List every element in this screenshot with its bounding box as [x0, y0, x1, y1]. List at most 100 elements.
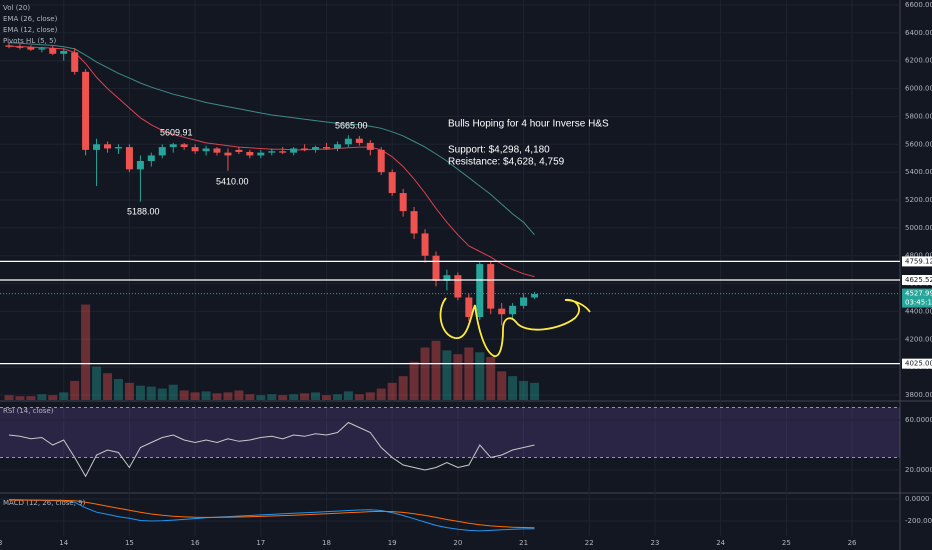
- volume-bar: [453, 354, 463, 400]
- volume-bar: [168, 384, 178, 400]
- volume-bar: [486, 357, 496, 400]
- y-tick-label: 5800.00: [905, 112, 932, 120]
- volume-bar: [442, 350, 452, 400]
- x-tick-label: 17: [256, 539, 265, 547]
- candle-body: [520, 297, 528, 306]
- volume-bar: [267, 394, 277, 400]
- series-line: [8, 421, 535, 478]
- series-line: [8, 499, 535, 532]
- x-tick-label: 21: [519, 539, 528, 547]
- candle-body: [476, 264, 484, 317]
- candle-body: [410, 211, 418, 234]
- candle-body: [355, 138, 363, 143]
- y-tick-label: 6400.00: [905, 29, 932, 37]
- y-tick-label: 4800.00: [905, 252, 932, 260]
- volume-bar: [409, 361, 419, 400]
- volume-bar: [81, 304, 91, 400]
- countdown: 03:45:14: [905, 299, 932, 307]
- legend-item: Pivots HL (5, 5): [3, 37, 57, 45]
- volume-bar: [398, 376, 408, 400]
- volume-bar: [420, 347, 430, 400]
- y-tick-label: 6200.00: [905, 57, 932, 65]
- volume-bar: [15, 396, 25, 400]
- candle-body: [27, 47, 35, 50]
- y-tick-label: 60.0000: [905, 416, 932, 424]
- volume-bar: [135, 385, 145, 400]
- candle-body: [388, 172, 396, 194]
- candle-body: [136, 161, 144, 170]
- candle-body: [93, 144, 101, 150]
- candle-body: [366, 142, 374, 150]
- y-tick-label: 6600.00: [905, 1, 932, 9]
- candle-body: [322, 147, 330, 149]
- y-tick-label: 6000.00: [905, 85, 932, 93]
- candle-body: [257, 152, 265, 156]
- y-tick-label: 20.0000: [905, 466, 932, 474]
- candle-body: [38, 48, 46, 50]
- volume-bar: [59, 392, 69, 400]
- volume-bar: [354, 394, 364, 400]
- candle-body: [301, 148, 309, 150]
- candle-body: [432, 255, 440, 281]
- candle-body: [498, 308, 506, 315]
- x-tick-label: 16: [191, 539, 200, 547]
- candle-body: [16, 46, 24, 48]
- candle-body: [290, 148, 298, 153]
- volume-bar: [332, 394, 342, 400]
- panel-title: RSI (14, close): [3, 407, 54, 415]
- price-tag: [902, 358, 932, 369]
- candle-body: [312, 147, 320, 150]
- x-tick-label: 25: [782, 539, 791, 547]
- volume-bar: [4, 395, 14, 400]
- volume-bar: [113, 379, 123, 400]
- volume-bar: [289, 394, 299, 400]
- y-tick-label: 5200.00: [905, 196, 932, 204]
- volume-bar: [300, 393, 310, 400]
- volume-bar: [245, 394, 255, 400]
- candle-body: [180, 144, 188, 148]
- volume-bar: [201, 391, 211, 400]
- candle-body: [224, 152, 232, 156]
- price-tag-label: 4759.12: [905, 257, 932, 265]
- volume-bar: [376, 388, 386, 400]
- x-tick-label: 22: [585, 539, 594, 547]
- volume-bar: [365, 392, 375, 400]
- volume-bar: [223, 392, 233, 400]
- series-line: [9, 499, 535, 529]
- x-tick-label: 15: [125, 539, 134, 547]
- candle-body: [377, 149, 385, 173]
- legend-item: Vol (20): [3, 4, 30, 12]
- volume-bar: [256, 395, 266, 400]
- volume-bar: [124, 382, 134, 400]
- legend-item: EMA (26, close): [3, 15, 58, 23]
- volume-bar: [92, 366, 102, 400]
- last-price-tag: [902, 288, 932, 308]
- volume-bar: [179, 390, 189, 400]
- volume-bar: [37, 394, 47, 400]
- volume-bar: [387, 382, 397, 400]
- x-tick-label: 20: [453, 539, 462, 547]
- volume-bar: [519, 380, 529, 400]
- candle-body: [333, 144, 341, 149]
- candle-body: [531, 294, 539, 298]
- price-tag: [902, 256, 932, 267]
- volume-bar: [157, 388, 167, 400]
- volume-bar: [278, 395, 288, 400]
- volume-bar: [212, 393, 222, 400]
- y-tick-label: 5400.00: [905, 168, 932, 176]
- price-tag-label: 4025.00: [905, 360, 932, 368]
- candle-body: [114, 147, 122, 149]
- y-tick-label: 0.0000: [905, 495, 930, 503]
- series-line: [8, 42, 535, 236]
- x-tick-label: 13: [0, 539, 2, 547]
- legend-item: EMA (12, close): [3, 26, 58, 34]
- candle-body: [60, 50, 68, 54]
- pivot-label: 5410.00: [216, 176, 249, 186]
- volume-bar: [70, 380, 80, 400]
- candle-body: [191, 147, 199, 152]
- y-tick-label: 4200.00: [905, 335, 932, 343]
- y-tick-label: 5000.00: [905, 224, 932, 232]
